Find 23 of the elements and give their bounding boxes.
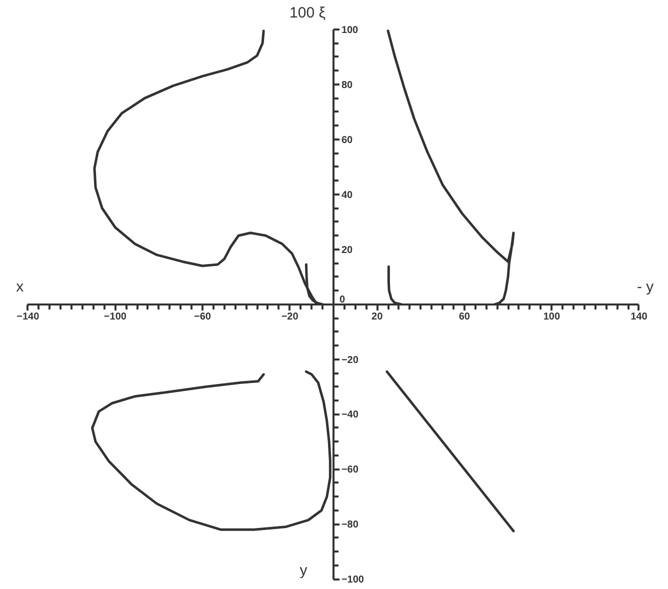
x-axis-title: x [16,278,24,296]
y-tick-label: −100 [341,574,364,586]
y-tick-label: −40 [341,410,359,421]
annotation: y [300,562,308,580]
y-axis-title: 100 ξ [290,4,326,22]
x-tick-label: −60 [194,311,212,322]
x-tick-label: −100 [104,311,127,322]
y-tick-label: 40 [341,190,354,201]
x-tick-label: 100 [543,311,560,322]
x-tick-label: 140 [630,311,648,322]
x-tick-label: −20 [281,311,299,322]
y-tick-label: 100 [341,24,359,36]
y-tick-label: 0 [339,294,346,306]
x-tick-label: 60 [458,311,470,322]
y-tick-label: 80 [341,80,354,91]
annotation: - y [637,278,654,296]
y-tick-label: 20 [341,244,354,256]
x-tick-label: 20 [372,311,384,322]
y-tick-label: −80 [341,520,359,531]
x-tick-label: −140 [16,311,40,322]
y-tick-label: −20 [341,354,359,366]
y-tick-label: 60 [341,134,354,146]
y-tick-label: −60 [341,464,359,476]
